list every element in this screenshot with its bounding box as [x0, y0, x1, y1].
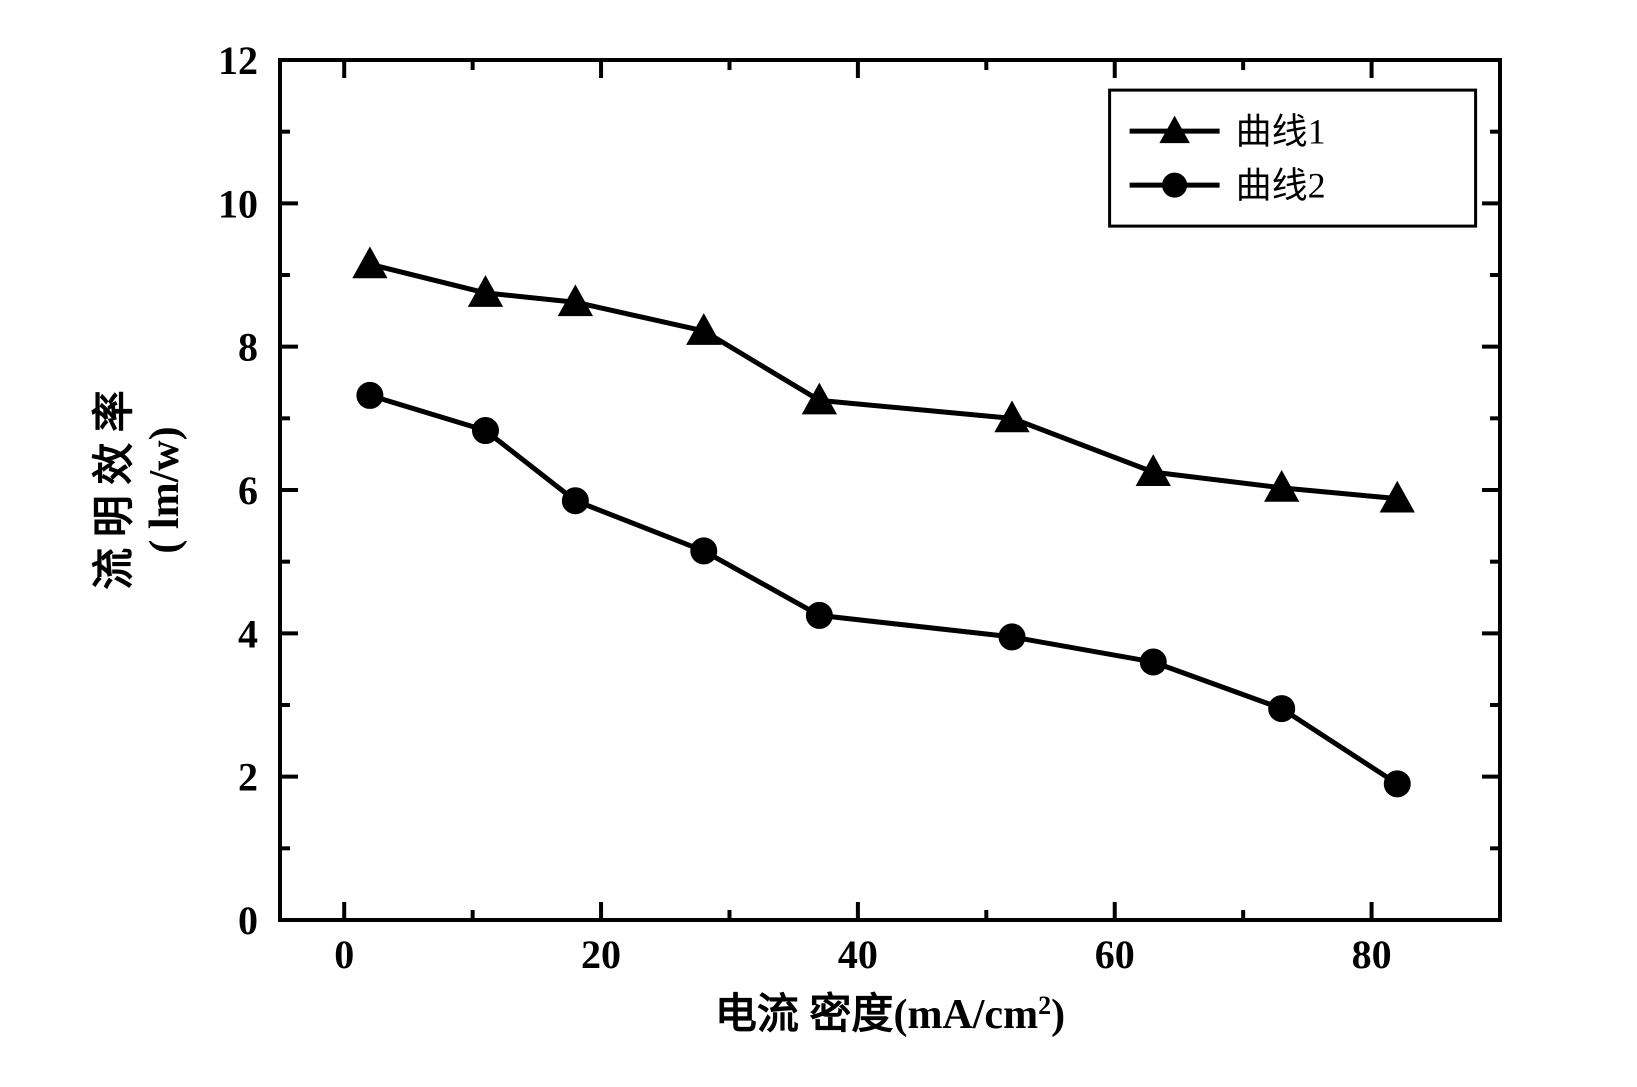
x-tick-label: 40	[838, 932, 878, 977]
svg-text:流 明 效 率: 流 明 效 率	[91, 390, 138, 590]
legend: 曲线1曲线2	[1110, 90, 1476, 226]
y-tick-label: 4	[238, 611, 258, 656]
y-tick-label: 8	[238, 325, 258, 370]
chart-container: 0 20 40 60 80 0 2 4 6 8 10 12 电流 密度(mA/cm2) 流 明 效 率( …	[0, 0, 1637, 1087]
svg-text:( lm/w): ( lm/w)	[142, 426, 188, 553]
y-tick-label: 6	[238, 468, 258, 513]
x-axis-label: 电流 密度(mA/cm2)	[715, 991, 1065, 1039]
legend-label: 曲线1	[1236, 112, 1326, 152]
x-tick-label: 60	[1095, 932, 1135, 977]
x-tick-label: 80	[1352, 932, 1392, 977]
y-tick-label: 2	[238, 755, 258, 800]
efficiency-chart: 0 20 40 60 80 0 2 4 6 8 10 12 电流 密度(mA/cm2) 流 明 效 率( …	[0, 0, 1637, 1087]
x-tick-label: 0	[334, 932, 354, 977]
y-tick-label: 10	[218, 181, 258, 226]
x-tick-label: 20	[581, 932, 621, 977]
y-tick-label: 12	[218, 38, 258, 83]
y-tick-label: 0	[238, 898, 258, 943]
legend-label: 曲线2	[1236, 166, 1326, 206]
